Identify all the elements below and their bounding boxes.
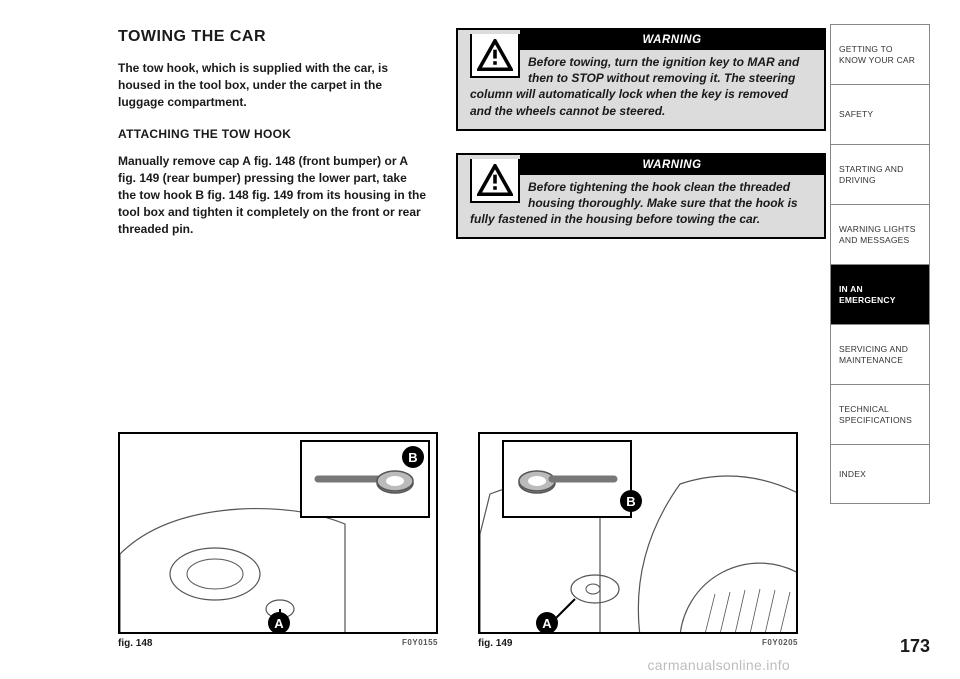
warning-label-2: WARNING (520, 155, 824, 175)
figure-148-frame: B A (118, 432, 438, 634)
warning-label-1: WARNING (520, 30, 824, 50)
tab-starting-driving[interactable]: STARTING AND DRIVING (830, 144, 930, 204)
tab-technical-specs[interactable]: TECHNICAL SPECIFICATIONS (830, 384, 930, 444)
figure-148: B A fig. 148 F0Y0155 (118, 432, 438, 649)
tab-getting-to-know[interactable]: GETTING TO KNOW YOUR CAR (830, 24, 930, 84)
right-column: WARNING Before towing, turn the ignition… (456, 28, 826, 261)
left-column: TOWING THE CAR The tow hook, which is su… (118, 28, 428, 261)
figure-149: B A fig. 149 F0Y0205 (478, 432, 798, 649)
sub-title: ATTACHING THE TOW HOOK (118, 127, 428, 141)
main-content: TOWING THE CAR The tow hook, which is su… (0, 28, 960, 261)
page-number: 173 (900, 636, 930, 657)
callout-a-148: A (268, 612, 290, 634)
body-paragraph: Manually remove cap A fig. 148 (front bu… (118, 153, 428, 238)
warning-body-2: Before tightening the hook clean the thr… (458, 175, 824, 228)
callout-b-148: B (402, 446, 424, 468)
tab-safety[interactable]: SAFETY (830, 84, 930, 144)
figure-148-caption-row: fig. 148 F0Y0155 (118, 638, 438, 649)
watermark: carmanualsonline.info (648, 657, 791, 673)
warning-box-1: WARNING Before towing, turn the ignition… (456, 28, 826, 131)
callout-a-149: A (536, 612, 558, 634)
figure-149-caption-row: fig. 149 F0Y0205 (478, 638, 798, 649)
tab-warning-lights[interactable]: WARNING LIGHTS AND MESSAGES (830, 204, 930, 264)
figure-149-inset (502, 440, 632, 518)
sidebar-tabs: GETTING TO KNOW YOUR CAR SAFETY STARTING… (830, 24, 930, 504)
figures-row: B A fig. 148 F0Y0155 (118, 432, 798, 649)
tab-servicing[interactable]: SERVICING AND MAINTENANCE (830, 324, 930, 384)
figure-149-frame: B A (478, 432, 798, 634)
warning-body-1: Before towing, turn the ignition key to … (458, 50, 824, 119)
warning-icon (470, 34, 520, 78)
figure-149-code: F0Y0205 (762, 638, 798, 649)
intro-paragraph: The tow hook, which is supplied with the… (118, 60, 428, 111)
figure-148-code: F0Y0155 (402, 638, 438, 649)
warning-box-2: WARNING Before tightening the hook clean… (456, 153, 826, 240)
figure-149-caption: fig. 149 (478, 638, 512, 649)
warning-icon (470, 159, 520, 203)
tab-in-an-emergency[interactable]: IN AN EMERGENCY (830, 264, 930, 324)
page-root: TOWING THE CAR The tow hook, which is su… (0, 0, 960, 679)
section-title: TOWING THE CAR (118, 28, 428, 46)
callout-b-149: B (620, 490, 642, 512)
tab-index[interactable]: INDEX (830, 444, 930, 504)
figure-148-caption: fig. 148 (118, 638, 152, 649)
